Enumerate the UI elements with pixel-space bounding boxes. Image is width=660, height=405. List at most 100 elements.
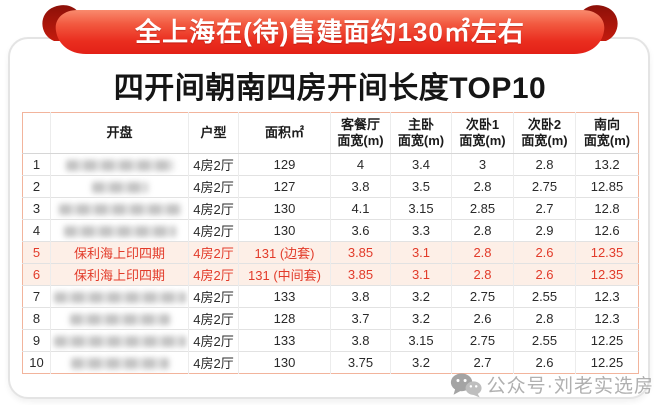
blurred-project-name <box>58 204 181 216</box>
table-cell: 3.1 <box>390 241 452 264</box>
table-cell: 130 <box>238 219 331 242</box>
table-cell: 2.8 <box>451 219 514 242</box>
table-cell: 128 <box>238 307 331 330</box>
table-row: 6 保利海上印四期 4房2厅 131 (中间套) 3.85 3.1 2.8 2.6 12.35 <box>22 263 639 286</box>
table-cell: 3.6 <box>330 219 391 242</box>
rank-cell: 7 <box>22 285 51 308</box>
table-cell: 2.7 <box>451 351 514 374</box>
table-cell: 12.6 <box>575 219 639 242</box>
table-cell: 12.35 <box>575 241 639 264</box>
table-cell: 12.3 <box>575 307 639 330</box>
ribbon-body <box>55 10 605 54</box>
table-cell: 133 <box>238 329 331 352</box>
table-cell: 3.8 <box>330 285 391 308</box>
rank-cell: 9 <box>22 329 51 352</box>
table-cell: 2.8 <box>513 153 576 176</box>
table-cell: 3.8 <box>330 329 391 352</box>
project-cell <box>50 219 189 242</box>
banner-ribbon: 全上海在(待)售建面约130㎡左右 <box>42 3 618 59</box>
table-cell: 2.75 <box>513 175 576 198</box>
table-cell: 12.25 <box>575 351 639 374</box>
table-cell: 2.8 <box>451 241 514 264</box>
rank-cell: 3 <box>22 197 51 220</box>
rank-cell: 6 <box>22 263 51 286</box>
table-row: 4 4房2厅 130 3.6 3.3 2.8 2.9 12.6 <box>22 219 639 242</box>
table-row: 7 4房2厅 133 3.8 3.2 2.75 2.55 12.3 <box>22 285 639 308</box>
table-cell: 127 <box>238 175 331 198</box>
banner-text: 全上海在(待)售建面约130㎡左右 <box>135 17 525 47</box>
table-cell: 2.6 <box>513 263 576 286</box>
header-south: 南向 面宽(m) <box>575 112 639 154</box>
header-row: 开盘 户型 面积㎡ 客餐厅 面宽(m) 主卧 面宽(m) 次卧1 面宽(m) 次卧2 面… <box>22 112 639 154</box>
table-cell: 12.85 <box>575 175 639 198</box>
table-cell: 4.1 <box>330 197 391 220</box>
header-layout: 户型 <box>188 112 239 154</box>
table-cell: 3 <box>451 153 514 176</box>
table-cell: 4房2厅 <box>188 153 239 176</box>
table-cell: 3.3 <box>390 219 452 242</box>
table-cell: 2.6 <box>451 307 514 330</box>
header-living: 客餐厅 面宽(m) <box>330 112 391 154</box>
table-cell: 2.75 <box>451 285 514 308</box>
table-cell: 3.5 <box>390 175 452 198</box>
rank-cell: 4 <box>22 219 51 242</box>
table-cell: 3.75 <box>330 351 391 374</box>
blurred-project-name <box>70 358 169 370</box>
table-cell: 3.7 <box>330 307 391 330</box>
table-cell: 130 <box>238 351 331 374</box>
table-cell: 3.1 <box>390 263 452 286</box>
blurred-project-name <box>65 160 174 172</box>
table-row: 10 4房2厅 130 3.75 3.2 2.7 2.6 12.25 <box>22 351 639 374</box>
table-cell: 4房2厅 <box>188 351 239 374</box>
project-cell <box>50 351 189 374</box>
table-cell: 3.85 <box>330 241 391 264</box>
blurred-project-name <box>63 226 176 238</box>
project-cell <box>50 153 189 176</box>
blurred-project-name <box>53 292 186 304</box>
watermark-text: 公众号·刘老实选房 <box>486 376 654 397</box>
rank-cell: 8 <box>22 307 51 330</box>
watermark: 公众号·刘老实选房 <box>450 371 654 398</box>
project-cell <box>50 329 189 352</box>
table-cell: 4房2厅 <box>188 307 239 330</box>
project-cell: 保利海上印四期 <box>50 263 189 286</box>
rank-cell: 1 <box>22 153 51 176</box>
page-title: 四开间朝南四房开间长度TOP10 <box>113 72 547 105</box>
table-cell: 3.4 <box>390 153 452 176</box>
table-cell: 2.55 <box>513 285 576 308</box>
table-cell: 4房2厅 <box>188 263 239 286</box>
project-cell <box>50 175 189 198</box>
table-cell: 130 <box>238 197 331 220</box>
table-cell: 2.55 <box>513 329 576 352</box>
table-row: 1 4房2厅 129 4 3.4 3 2.8 13.2 <box>22 153 639 176</box>
table-cell: 12.35 <box>575 263 639 286</box>
blurred-project-name <box>69 314 170 326</box>
table-cell: 2.75 <box>451 329 514 352</box>
rank-cell: 10 <box>22 351 51 374</box>
table-row: 9 4房2厅 133 3.8 3.15 2.75 2.55 12.25 <box>22 329 639 352</box>
table-row: 3 4房2厅 130 4.1 3.15 2.85 2.7 12.8 <box>22 197 639 220</box>
table-cell: 3.8 <box>330 175 391 198</box>
table-row: 2 4房2厅 127 3.8 3.5 2.8 2.75 12.85 <box>22 175 639 198</box>
table-cell: 131 (边套) <box>238 241 331 264</box>
header-bed1: 次卧1 面宽(m) <box>451 112 514 154</box>
project-cell <box>50 197 189 220</box>
ranking-table: 开盘 户型 面积㎡ 客餐厅 面宽(m) 主卧 面宽(m) 次卧1 面宽(m) 次卧2 面… <box>22 112 639 374</box>
rank-cell: 5 <box>22 241 51 264</box>
table-cell: 129 <box>238 153 331 176</box>
table-cell: 2.6 <box>513 351 576 374</box>
header-area: 面积㎡ <box>238 112 331 154</box>
table-cell: 4房2厅 <box>188 219 239 242</box>
table-cell: 12.3 <box>575 285 639 308</box>
table-row: 8 4房2厅 128 3.7 3.2 2.6 2.8 12.3 <box>22 307 639 330</box>
wechat-icon <box>450 372 482 397</box>
table-body: 1 4房2厅 129 4 3.4 3 2.8 13.2 2 4房2厅 127 3.8 3.5 2.8 2.7… <box>22 153 639 374</box>
table-cell: 2.7 <box>513 197 576 220</box>
header-master: 主卧 面宽(m) <box>390 112 452 154</box>
header-rank <box>22 112 51 154</box>
project-cell <box>50 285 189 308</box>
table-cell: 4房2厅 <box>188 285 239 308</box>
table-cell: 133 <box>238 285 331 308</box>
header-bed2: 次卧2 面宽(m) <box>513 112 576 154</box>
